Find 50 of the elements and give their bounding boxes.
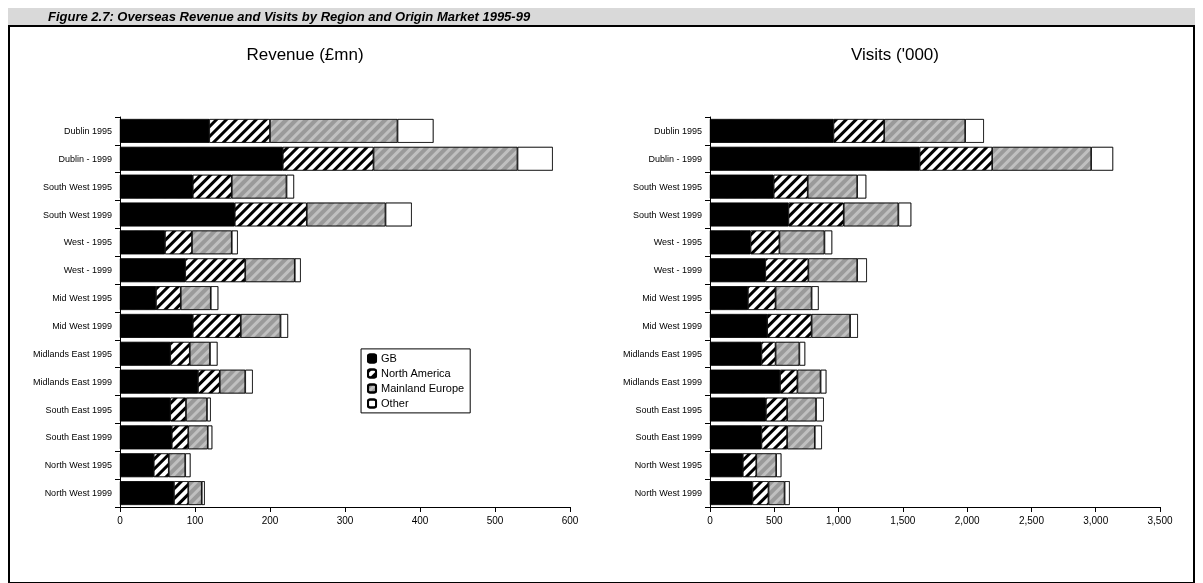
y-tick-label: West - 1995 — [653, 237, 702, 248]
y-tick-label: Mid West 1995 — [52, 293, 112, 304]
x-tick-label: 1,500 — [890, 514, 916, 526]
y-tick-label: West - 1995 — [63, 237, 112, 248]
y-tick-label: Dublin 1995 — [653, 125, 702, 136]
x-tick-label: 400 — [411, 514, 429, 526]
x-tick-label: 3,500 — [1147, 514, 1173, 526]
legend-label: GB — [381, 352, 397, 365]
x-tick-label: 1,000 — [826, 514, 852, 526]
y-tick-label: Mid West 1999 — [642, 320, 702, 331]
y-tick-label: Dublin - 1999 — [648, 153, 702, 164]
y-tick-label: North West 1999 — [44, 488, 112, 499]
y-tick-label: South East 1995 — [635, 404, 702, 415]
y-tick-label: North West 1995 — [44, 460, 112, 471]
y-tick-label: North West 1999 — [634, 488, 702, 499]
y-tick-label: Midlands East 1995 — [32, 348, 112, 359]
y-tick-label: Midlands East 1999 — [32, 376, 112, 387]
y-tick-label: West - 1999 — [653, 265, 702, 276]
chart-title: Revenue (£mn) — [246, 45, 364, 64]
x-tick-label: 200 — [261, 514, 279, 526]
x-tick-label: 500 — [765, 514, 784, 526]
x-tick-label: 300 — [336, 514, 354, 526]
y-tick-label: South East 1995 — [45, 404, 112, 415]
caption: Figure 2.7: Overseas Revenue and Visits by Region and Origin Market 1995-99 — [48, 9, 532, 24]
y-tick-label: South West 1999 — [43, 209, 112, 220]
y-tick-label: Midlands East 1999 — [622, 376, 702, 387]
x-tick-label: 500 — [486, 514, 504, 526]
y-tick-label: South East 1999 — [45, 432, 112, 443]
x-tick-label: 100 — [186, 514, 204, 526]
y-tick-label: North West 1995 — [634, 460, 702, 471]
y-tick-label: Midlands East 1995 — [622, 348, 702, 359]
x-tick-label: 600 — [561, 514, 579, 526]
x-tick-label: 0 — [117, 514, 124, 526]
legend-label: Other — [381, 397, 409, 410]
legend-label: North America — [381, 367, 452, 380]
y-tick-label: South East 1999 — [635, 432, 702, 443]
x-tick-label: 2,500 — [1018, 514, 1045, 526]
legend-label: Mainland Europe — [381, 382, 465, 395]
y-tick-label: Dublin 1995 — [63, 125, 112, 136]
y-tick-label: Mid West 1995 — [642, 293, 702, 304]
x-tick-label: 2,000 — [954, 514, 981, 526]
y-tick-label: West - 1999 — [63, 265, 112, 276]
x-tick-label: 3,000 — [1083, 514, 1109, 526]
y-tick-label: South West 1995 — [43, 181, 112, 192]
y-tick-label: Mid West 1999 — [52, 320, 112, 331]
y-tick-label: Dublin - 1999 — [58, 153, 112, 164]
y-tick-label: South West 1999 — [633, 209, 702, 220]
x-tick-label: 0 — [707, 514, 714, 526]
chart-title: Visits ('000) — [851, 45, 939, 64]
y-tick-label: South West 1995 — [633, 181, 702, 192]
